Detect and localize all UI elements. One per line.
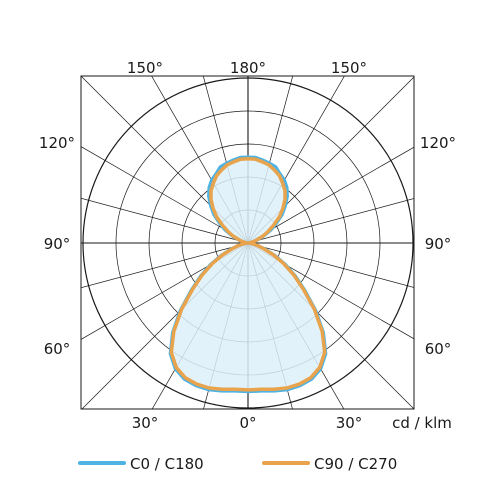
series-curve-c90-c270 <box>169 157 327 392</box>
angle-label-left-middle: 90° <box>44 235 71 253</box>
angle-label-bottom-left: 30° <box>132 414 159 432</box>
grid-spoke-75 <box>247 242 414 288</box>
unit-label: cd / klm <box>392 414 452 432</box>
angle-label-top-center: 180° <box>230 59 266 77</box>
angle-label-bottom-right: 30° <box>336 414 363 432</box>
angle-label-top-left: 150° <box>127 59 163 77</box>
angle-label-right-middle: 90° <box>425 235 452 253</box>
grid-spoke-240 <box>81 146 249 244</box>
legend-label-c90-c270: C90 / C270 <box>314 455 397 473</box>
grid-spoke-120 <box>247 146 414 244</box>
angle-label-right-upper: 120° <box>420 134 456 152</box>
curves-layer <box>168 155 328 394</box>
grid-spoke-285 <box>81 242 249 289</box>
angle-label-right-lower: 60° <box>425 340 452 358</box>
legend: C0 / C180 C90 / C270 <box>78 455 397 473</box>
grid-spoke-105 <box>247 198 414 244</box>
legend-label-c0-c180: C0 / C180 <box>130 455 204 473</box>
angle-label-left-upper: 120° <box>39 134 75 152</box>
angle-label-bottom-center: 0° <box>239 414 256 432</box>
angle-label-left-lower: 60° <box>44 340 71 358</box>
grid-spoke-255 <box>81 197 249 244</box>
angle-label-top-right: 150° <box>331 59 367 77</box>
